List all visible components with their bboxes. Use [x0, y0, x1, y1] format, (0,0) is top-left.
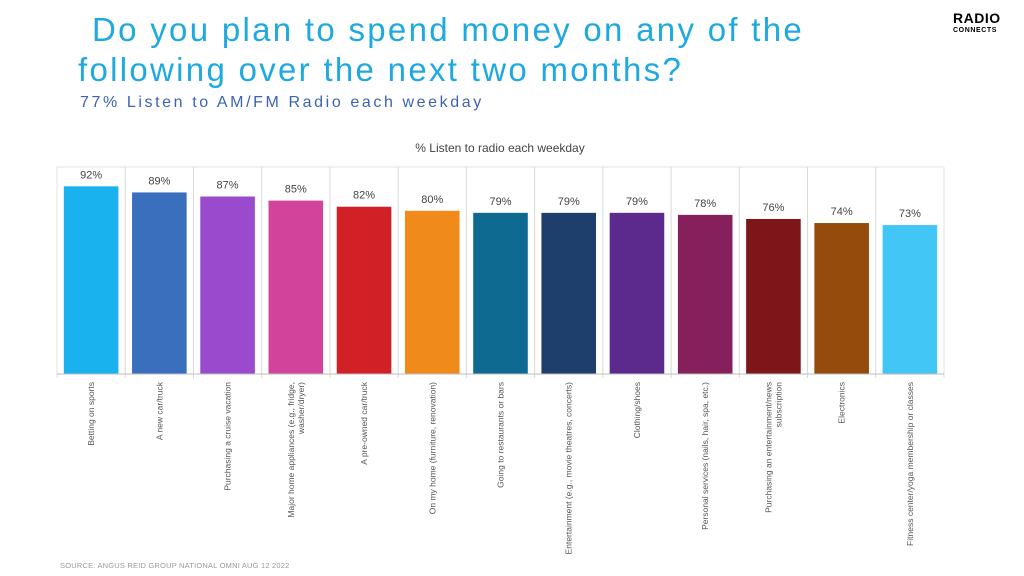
- category-label: Going to restaurants or bars: [496, 382, 506, 488]
- bar: [677, 214, 733, 374]
- data-label: 87%: [217, 180, 239, 192]
- data-label: 85%: [285, 184, 307, 196]
- category-label: Personal services (nails, hair, spa, etc…: [700, 382, 710, 530]
- bar: [336, 206, 392, 374]
- bar: [200, 196, 255, 374]
- category-label: A pre-owned car/truck: [359, 381, 369, 464]
- bar: [63, 186, 119, 374]
- title-line-1: Do you plan to spend money on any of the: [92, 11, 805, 48]
- data-label: 80%: [421, 194, 443, 206]
- data-label: 89%: [148, 175, 170, 187]
- bar: [541, 212, 597, 374]
- bar: [814, 223, 869, 374]
- title-line-2: following over the next two months?: [78, 51, 684, 88]
- data-label: 73%: [899, 208, 921, 220]
- category-label: A new car/truck: [154, 381, 164, 440]
- category-label: Fitness center/yoga membership or classe…: [905, 382, 915, 546]
- bar: [882, 225, 938, 374]
- radio-connects-logo: RADIO CONNECTS: [953, 11, 1013, 35]
- category-label: Betting on sports: [86, 382, 96, 446]
- page-title: Do you plan to spend money on any of the…: [78, 10, 958, 90]
- data-label: 74%: [831, 206, 853, 218]
- bar: [473, 212, 528, 374]
- chart-title: % Listen to radio each weekday: [415, 141, 584, 155]
- bar: [404, 210, 460, 374]
- category-label: On my home (furniture, renovation): [427, 382, 437, 514]
- data-label: 79%: [558, 196, 580, 208]
- page-subtitle: 77% Listen to AM/FM Radio each weekday: [80, 94, 484, 111]
- category-label: Clothing/shoes: [632, 382, 642, 438]
- bar: [746, 218, 801, 374]
- source-note: SOURCE: ANGUS REID GROUP NATIONAL OMNI A…: [60, 561, 290, 570]
- data-label: 82%: [353, 190, 375, 202]
- bar: [132, 192, 187, 374]
- category-label: Major home appliances (e.g., fridge,wash…: [286, 382, 306, 518]
- data-label: 92%: [80, 169, 102, 181]
- data-label: 78%: [694, 198, 716, 210]
- data-label: 79%: [489, 196, 511, 208]
- category-label: Purchasing an entertainment/newssubscrip…: [763, 382, 783, 513]
- category-label: Electronics: [837, 382, 847, 424]
- category-separators: [56, 167, 945, 378]
- data-label: 76%: [762, 202, 784, 214]
- category-label: Entertainment (e.g., movie theatres, con…: [564, 382, 574, 555]
- bar: [609, 212, 665, 374]
- bar: [268, 200, 324, 374]
- bars: 92% Betting on sports 89% A new car/truck 87…: [63, 169, 938, 555]
- logo-line-1: RADIO: [953, 10, 1001, 26]
- logo-line-2: CONNECTS: [953, 27, 998, 34]
- data-label: 79%: [626, 196, 648, 208]
- category-label: Purchasing a cruise vacation: [223, 382, 233, 491]
